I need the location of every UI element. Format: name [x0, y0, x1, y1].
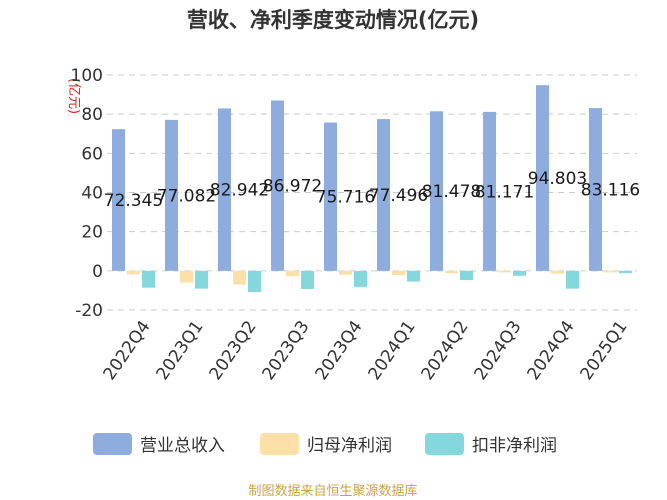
bar: [324, 122, 337, 271]
y-axis-label: (亿元): [66, 78, 81, 114]
bar: [430, 111, 443, 271]
bar: [195, 270, 208, 289]
y-tick-label: 20: [81, 223, 103, 243]
bar: [180, 270, 193, 283]
bar: [483, 111, 496, 271]
y-axis-ticks: -20 0 20 40 60 80 100: [71, 66, 103, 321]
bar: [286, 270, 299, 277]
x-tick-label: 2023Q2: [206, 317, 261, 384]
x-tick-label: 2024Q3: [471, 317, 526, 384]
bar: [460, 270, 473, 281]
legend-swatch: [260, 433, 299, 455]
legend-swatch: [425, 433, 464, 455]
bar: [165, 119, 178, 271]
data-labels: 72.34577.08282.94286.97275.71677.49681.4…: [104, 169, 640, 211]
data-label: 81.478: [422, 182, 481, 202]
bar: [392, 270, 405, 276]
bar: [142, 270, 155, 288]
bar: [536, 85, 549, 271]
data-label: 94.803: [528, 169, 587, 189]
bar: [604, 270, 617, 273]
data-label: 82.942: [210, 181, 269, 201]
bar: [513, 270, 526, 276]
bar: [127, 270, 140, 275]
bar: [407, 270, 420, 282]
data-label: 83.116: [581, 180, 640, 200]
bar: [619, 270, 632, 274]
y-tick-label: 80: [81, 105, 103, 125]
bar: [233, 270, 246, 285]
x-tick-label: 2024Q2: [418, 317, 473, 384]
data-label: 75.716: [316, 188, 375, 208]
data-label: 77.496: [369, 186, 428, 206]
source-note: 制图数据来自恒生聚源数据库: [248, 483, 417, 499]
bar: [112, 129, 125, 271]
data-label: 81.171: [475, 182, 534, 202]
y-tick-label: 60: [81, 144, 103, 164]
x-tick-label: 2022Q4: [100, 317, 155, 384]
data-label: 86.972: [263, 177, 322, 197]
bar: [339, 270, 352, 275]
y-tick-label: -20: [75, 301, 103, 321]
bar: [377, 119, 390, 271]
bar: [218, 108, 231, 271]
x-tick-label: 2023Q1: [153, 317, 208, 384]
bar: [498, 270, 511, 273]
legend-label: 营业总收入: [140, 436, 225, 456]
legend: 营业总收入 归母净利润 扣非净利润: [93, 433, 557, 456]
legend-label: 扣非净利润: [472, 436, 557, 456]
y-tick-label: 100: [71, 66, 103, 86]
bar: [566, 270, 579, 289]
bar: [248, 270, 261, 292]
x-tick-label: 2024Q4: [524, 317, 579, 384]
chart-title: 营收、净利季度变动情况(亿元): [187, 8, 479, 32]
data-label: 72.345: [104, 191, 163, 211]
bars: [112, 85, 632, 292]
x-tick-label: 2023Q3: [259, 317, 314, 384]
bar: [589, 108, 602, 271]
y-tick-label: 0: [92, 262, 103, 282]
x-tick-label: 2025Q1: [577, 317, 632, 384]
legend-swatch: [93, 433, 132, 455]
data-label: 77.082: [157, 186, 216, 206]
x-tick-label: 2023Q4: [312, 317, 367, 384]
x-axis-ticks: 2022Q42023Q12023Q22023Q32023Q42024Q12024…: [100, 317, 632, 384]
bar: [301, 270, 314, 290]
legend-label: 归母净利润: [307, 436, 392, 456]
y-tick-label: 40: [81, 184, 103, 204]
x-tick-label: 2024Q1: [365, 317, 420, 384]
bar: [271, 100, 284, 271]
bar: [354, 270, 367, 287]
bar: [445, 270, 458, 274]
bar: [551, 270, 564, 274]
